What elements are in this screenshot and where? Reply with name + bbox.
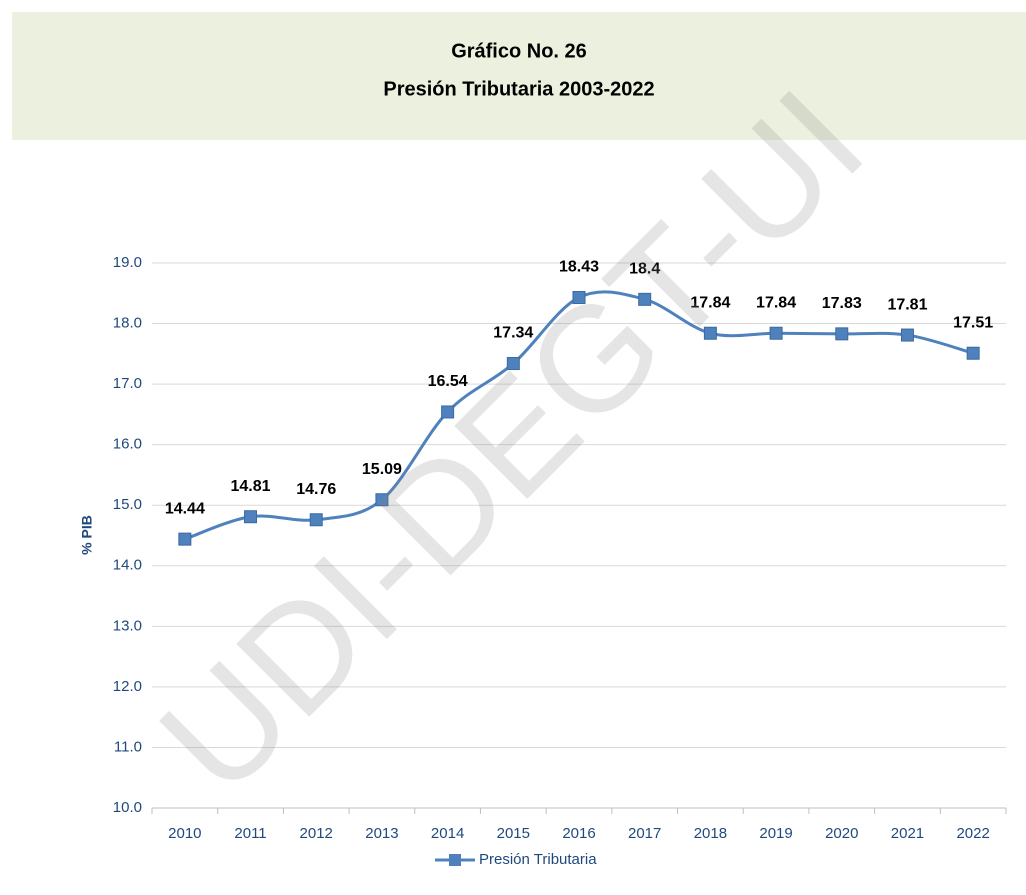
y-tick-label: 13.0 xyxy=(113,617,142,634)
plot: 10.0 11.0 12.0 13.0 14.0 15.0 16.0 17.0 18.0 19.0… xyxy=(113,254,1007,868)
data-label: 16.54 xyxy=(428,373,468,390)
marker xyxy=(309,513,323,527)
y-axis-label: % PIB xyxy=(79,515,95,555)
x-tick-label: 2017 xyxy=(628,825,661,842)
y-tick-label: 17.0 xyxy=(113,375,142,392)
marker xyxy=(178,532,192,546)
y-tick-label: 14.0 xyxy=(113,557,142,574)
marker xyxy=(441,405,455,419)
marker xyxy=(244,510,258,524)
marker xyxy=(966,346,980,360)
data-label: 18.43 xyxy=(559,259,599,276)
marker xyxy=(835,327,849,341)
x-tick-label: 2014 xyxy=(431,825,464,842)
x-tick-label: 2019 xyxy=(759,825,792,842)
watermark: UDI-DEGT-UI xyxy=(128,58,895,825)
data-label: 17.84 xyxy=(756,294,796,311)
data-label: 14.76 xyxy=(296,481,336,498)
data-label: 17.51 xyxy=(953,314,993,331)
marker xyxy=(703,326,717,340)
marker xyxy=(769,326,783,340)
y-tick-label: 16.0 xyxy=(113,436,142,453)
data-label: 17.83 xyxy=(822,295,862,312)
legend-marker xyxy=(449,854,461,866)
y-tick-label: 18.0 xyxy=(113,315,142,332)
data-label: 18.4 xyxy=(629,261,660,278)
y-tick-label: 12.0 xyxy=(113,678,142,695)
x-tick-label: 2021 xyxy=(891,825,924,842)
marker xyxy=(900,328,914,342)
x-tick-label: 2016 xyxy=(562,825,595,842)
x-tick-label: 2013 xyxy=(365,825,398,842)
legend-label: Presión Tributaria xyxy=(479,851,597,868)
marker xyxy=(572,291,586,305)
data-label: 14.44 xyxy=(165,500,205,517)
x-tick-label: 2011 xyxy=(234,825,266,842)
y-tick-label: 15.0 xyxy=(113,496,142,513)
chart-title: Gráfico No. 26 xyxy=(451,40,587,62)
x-tick-label: 2010 xyxy=(168,825,201,842)
x-tick-label: 2015 xyxy=(497,825,530,842)
data-label: 17.34 xyxy=(493,325,533,342)
marker xyxy=(506,357,520,371)
data-label: 17.81 xyxy=(887,296,927,313)
y-tick-label: 10.0 xyxy=(113,799,142,816)
chart-subtitle: Presión Tributaria 2003-2022 xyxy=(383,78,654,100)
data-label: 17.84 xyxy=(690,294,730,311)
x-tick-label: 2012 xyxy=(300,825,333,842)
y-tick-label: 19.0 xyxy=(113,254,142,271)
y-tick-label: 11.0 xyxy=(114,738,142,755)
x-tick-label: 2020 xyxy=(825,825,858,842)
header-box xyxy=(12,12,1026,140)
data-label: 15.09 xyxy=(362,461,402,478)
data-label: 14.81 xyxy=(231,478,271,495)
marker xyxy=(638,292,652,306)
x-tick-label: 2018 xyxy=(694,825,727,842)
marker xyxy=(375,493,389,507)
x-tick-label: 2022 xyxy=(956,825,989,842)
